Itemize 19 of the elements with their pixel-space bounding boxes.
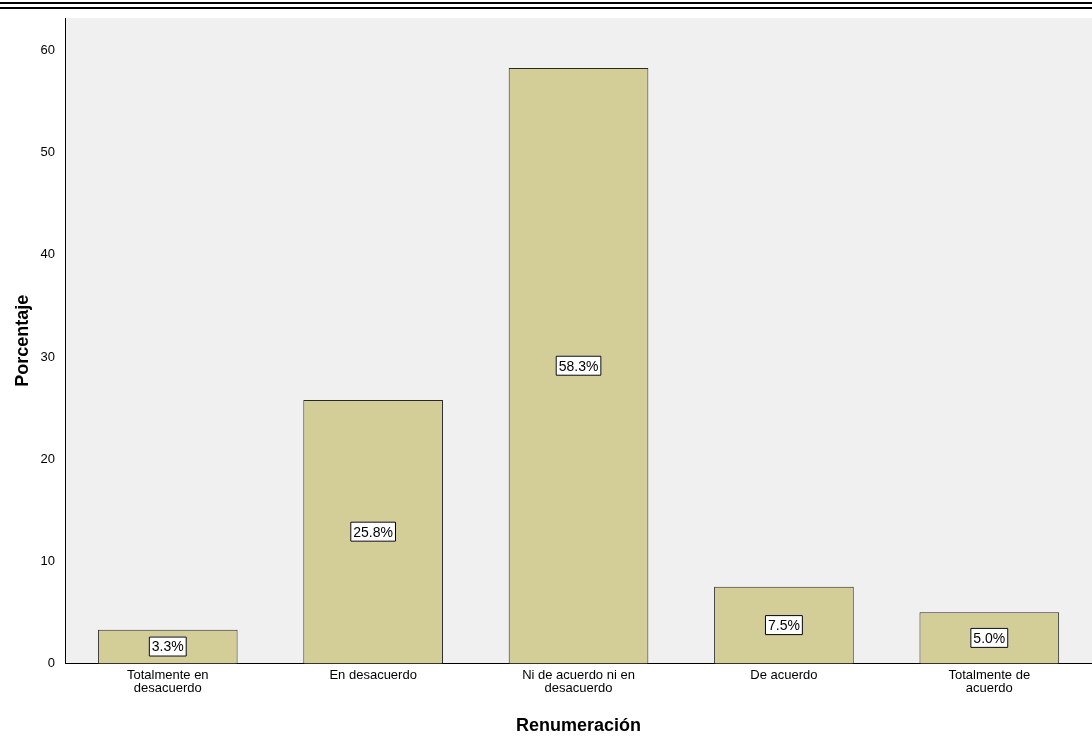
x-tick-label: Totalmente en desacuerdo	[126, 667, 209, 696]
y-tick-label: 0	[47, 654, 56, 670]
y-tick-label: 50	[40, 144, 56, 160]
x-tick-label: Totalmente de acuerdo	[948, 667, 1031, 696]
x-tick-label: Ni de acuerdo ni en desacuerdo	[522, 667, 635, 696]
data-label: 3.3%	[151, 638, 184, 655]
y-tick-label: 40	[40, 246, 56, 262]
data-label: 25.8%	[353, 523, 393, 540]
y-axis-title: Porcentaje	[11, 294, 32, 387]
y-tick-label: 60	[40, 42, 56, 58]
x-tick-label: De acuerdo	[750, 667, 818, 683]
x-axis-title: Renumeración	[516, 715, 642, 736]
data-label: 58.3%	[558, 357, 599, 374]
x-tick-label: En desacuerdo	[329, 667, 417, 683]
y-tick-label: 10	[40, 552, 56, 568]
y-tick-label: 20	[40, 450, 56, 466]
y-tick-label: 30	[40, 348, 56, 364]
data-label: 5.0%	[973, 629, 1006, 646]
data-label: 7.5%	[767, 616, 800, 633]
